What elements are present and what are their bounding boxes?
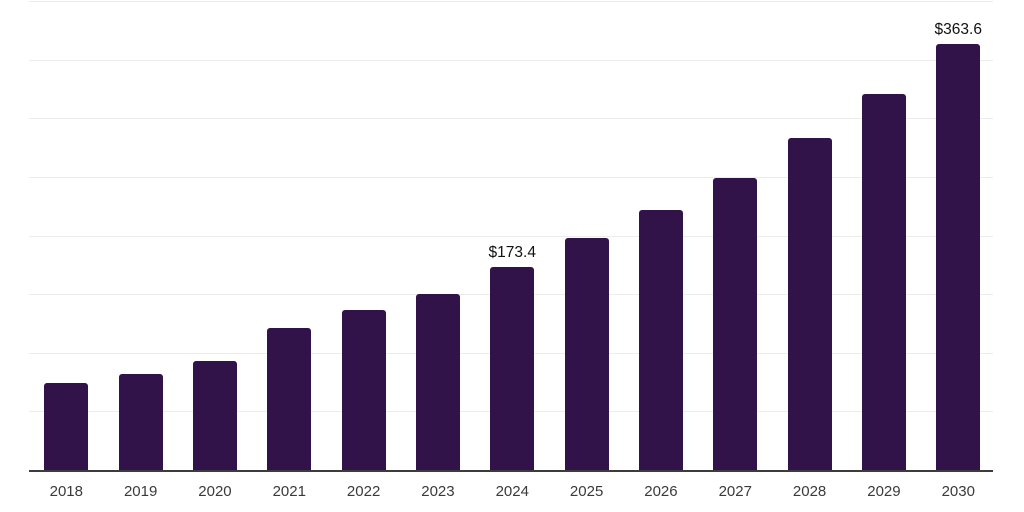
bar-2024 <box>490 266 535 470</box>
x-tick-2022: 2022 <box>346 483 381 500</box>
x-tick-2021: 2021 <box>272 483 306 500</box>
x-tick-2030: 2030 <box>941 483 975 500</box>
bar-2020 <box>192 361 237 470</box>
x-tick-2019: 2019 <box>123 483 158 500</box>
bar-2025 <box>564 237 609 470</box>
bar-2030 <box>936 43 981 470</box>
x-tick-2027: 2027 <box>718 483 752 500</box>
gridline-200 <box>29 235 993 237</box>
x-tick-2024: 2024 <box>495 483 529 500</box>
gridline-350 <box>29 59 993 61</box>
gridline-400 <box>29 1 993 2</box>
bar-2023 <box>415 293 460 470</box>
bar-2022 <box>341 310 386 470</box>
gridline-300 <box>29 118 993 120</box>
x-tick-2029: 2029 <box>867 483 901 500</box>
bar-2026 <box>638 210 683 470</box>
gridline-250 <box>29 176 993 178</box>
bar-2029 <box>861 94 906 470</box>
x-tick-2028: 2028 <box>792 483 827 500</box>
x-tick-2026: 2026 <box>644 483 678 500</box>
bar-2027 <box>713 177 758 470</box>
plot-area: $173.4 $363.6 <box>29 1 993 472</box>
data-label-2030: $363.6 <box>934 20 982 38</box>
bar-2019 <box>118 373 163 470</box>
x-tick-2018: 2018 <box>49 483 83 500</box>
bar-2021 <box>267 328 312 470</box>
bar-2028 <box>787 138 832 470</box>
data-label-2024: $173.4 <box>488 243 536 261</box>
x-tick-2023: 2023 <box>421 483 455 500</box>
x-tick-2025: 2025 <box>569 483 604 500</box>
x-tick-2020: 2020 <box>198 483 232 500</box>
bar-2018 <box>44 383 89 470</box>
